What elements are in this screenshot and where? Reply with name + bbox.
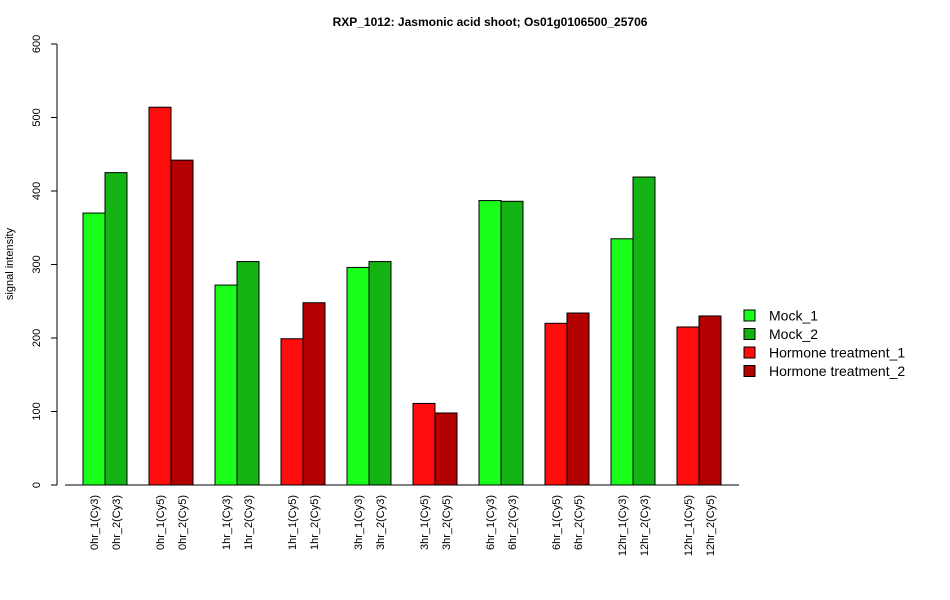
x-tick-label: 12hr_2(Cy3) [639,495,651,556]
bar [412,402,436,486]
bar [170,159,194,486]
x-tick-label: 6hr_2(Cy5) [573,495,585,550]
legend-label: Hormone treatment_1 [769,345,905,361]
bar [346,266,370,486]
bar [698,315,722,486]
x-tick-label: 0hr_1(Cy3) [89,495,101,550]
x-tick-label: 12hr_2(Cy5) [705,495,717,556]
bar [434,412,458,486]
y-tick-label: 400 [31,182,43,200]
x-tick-label: 1hr_2(Cy3) [243,495,255,550]
legend-swatch [743,346,756,359]
legend-swatch [743,328,756,340]
y-axis-label: signal intensity [4,227,16,300]
chart-title: RXP_1012: Jasmonic acid shoot; Os01g0106… [333,15,648,29]
x-tick-label: 1hr_1(Cy5) [287,495,299,550]
bar [104,172,128,486]
x-tick-label: 3hr_1(Cy5) [419,495,431,550]
x-tick-label: 6hr_1(Cy3) [485,495,497,550]
bar [632,176,656,486]
bar [148,106,172,486]
x-tick-label: 1hr_1(Cy3) [221,495,233,550]
x-tick-label: 6hr_2(Cy3) [507,495,519,550]
y-tick-label: 500 [31,108,43,126]
legend: Mock_1 Mock_2 Hormone treatment_1 Hormone t… [743,308,905,379]
bar [236,261,260,486]
bar [280,338,304,486]
y-tick-label: 300 [31,255,43,273]
bar [82,212,106,486]
legend-label: Mock_1 [769,308,818,324]
y-tick-label: 200 [31,329,43,347]
plot-area: 0 100 200 300 400 500 600 0hr_1(Cy3) 0hr_2(Cy3) 0… [31,35,739,556]
bar [478,200,502,486]
x-tick-label: 0hr_2(Cy3) [111,495,123,550]
x-tick-label: 3hr_1(Cy3) [353,495,365,550]
bar [676,326,700,486]
bar [566,312,590,486]
legend-label: Mock_2 [769,326,818,342]
y-tick-label: 600 [31,35,43,53]
x-tick-label: 12hr_1(Cy3) [617,495,629,556]
x-tick-label: 0hr_1(Cy5) [155,495,167,550]
bar [544,322,568,486]
x-tick-label: 6hr_1(Cy5) [551,495,563,550]
y-tick-label: 0 [31,482,43,488]
x-tick-label: 3hr_2(Cy5) [441,495,453,550]
legend-swatch [743,309,756,322]
bar [610,238,634,486]
x-tick-label: 0hr_2(Cy5) [177,495,189,550]
bar [368,261,392,486]
y-tick-label: 100 [31,402,43,420]
bar [214,284,238,486]
x-tick-label: 1hr_2(Cy5) [309,495,321,550]
legend-label: Hormone treatment_2 [769,363,905,379]
x-tick-label: 3hr_2(Cy3) [375,495,387,550]
bar [500,200,524,486]
x-tick-label: 12hr_1(Cy5) [683,495,695,556]
bar [302,302,326,486]
legend-swatch [743,365,756,377]
